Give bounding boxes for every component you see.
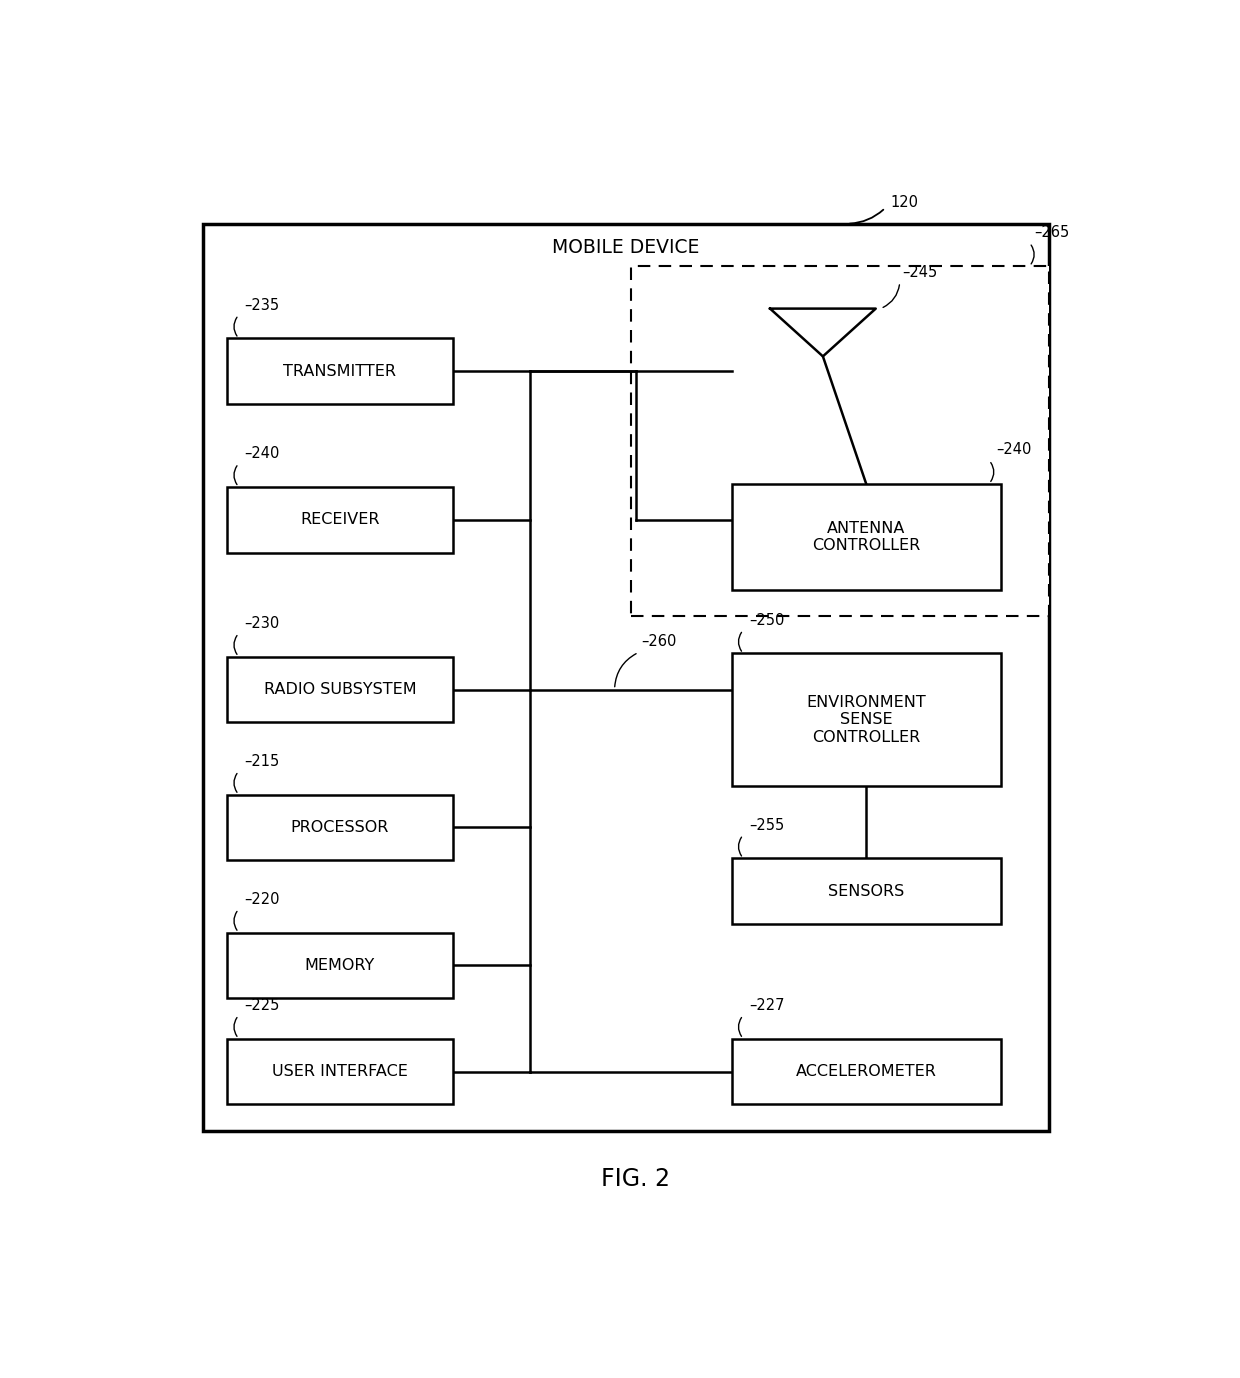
Text: ANTENNA
CONTROLLER: ANTENNA CONTROLLER [812,521,920,553]
Text: FIG. 2: FIG. 2 [601,1167,670,1191]
FancyBboxPatch shape [203,223,1049,1131]
FancyBboxPatch shape [732,1039,1001,1104]
Text: –220: –220 [244,892,280,907]
Text: –240: –240 [996,442,1032,457]
Text: MOBILE DEVICE: MOBILE DEVICE [552,237,699,256]
FancyBboxPatch shape [227,933,453,998]
Text: ACCELEROMETER: ACCELEROMETER [796,1064,936,1079]
Text: –215: –215 [244,754,280,769]
Text: –250: –250 [749,613,784,628]
Text: PROCESSOR: PROCESSOR [291,820,389,835]
FancyBboxPatch shape [227,339,453,404]
FancyBboxPatch shape [227,795,453,860]
FancyBboxPatch shape [227,1039,453,1104]
Text: –235: –235 [244,298,279,313]
Polygon shape [770,309,875,357]
Text: USER INTERFACE: USER INTERFACE [272,1064,408,1079]
Text: –240: –240 [244,446,280,462]
FancyBboxPatch shape [732,484,1001,590]
FancyBboxPatch shape [732,653,1001,785]
Text: –227: –227 [749,998,785,1013]
FancyBboxPatch shape [227,486,453,553]
Text: –265: –265 [1034,225,1070,240]
Text: RADIO SUBSYSTEM: RADIO SUBSYSTEM [264,682,417,697]
Text: SENSORS: SENSORS [828,883,904,898]
Text: 120: 120 [890,196,918,209]
Text: –245: –245 [903,265,937,280]
Text: –260: –260 [641,634,677,649]
Text: TRANSMITTER: TRANSMITTER [284,364,397,379]
FancyBboxPatch shape [732,858,1001,925]
Text: RECEIVER: RECEIVER [300,513,379,528]
Text: ENVIRONMENT
SENSE
CONTROLLER: ENVIRONMENT SENSE CONTROLLER [806,695,926,744]
FancyBboxPatch shape [631,266,1049,616]
FancyBboxPatch shape [227,657,453,722]
Text: –255: –255 [749,817,784,832]
Text: –230: –230 [244,616,280,631]
Text: MEMORY: MEMORY [305,958,376,973]
Text: –225: –225 [244,998,280,1013]
